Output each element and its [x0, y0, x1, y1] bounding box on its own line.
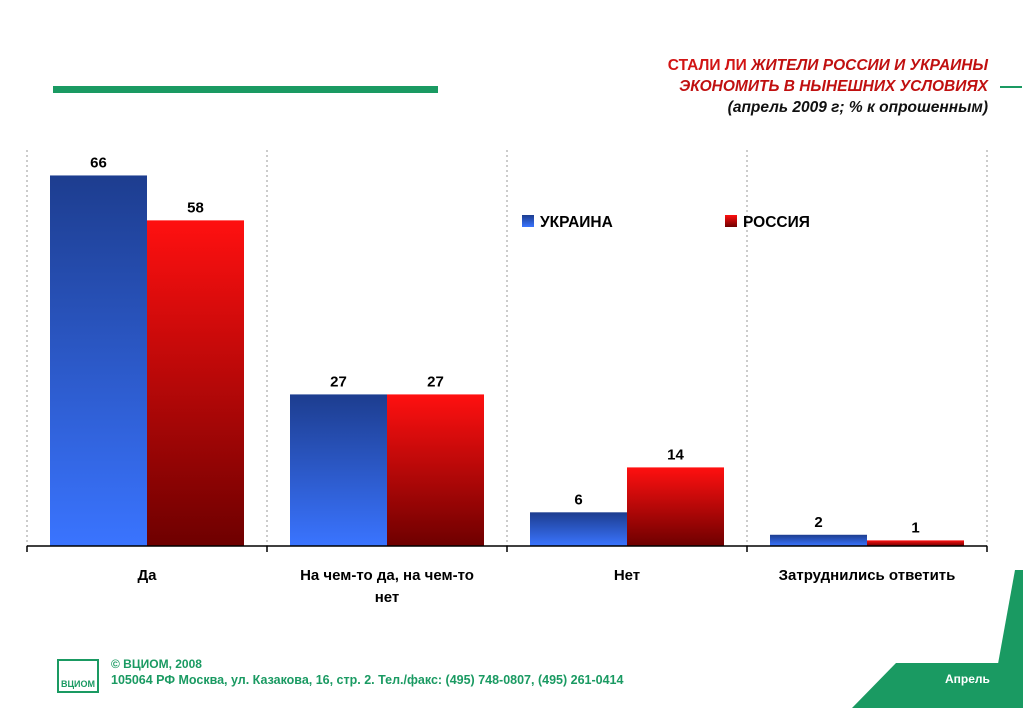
category-label: Да — [137, 567, 157, 584]
category-label: Затруднились ответить — [779, 567, 956, 584]
header-accent-bar — [53, 86, 438, 93]
footer-copyright: © ВЦИОМ, 2008 — [111, 657, 202, 671]
month-label: Апрель — [945, 672, 990, 686]
bar-ukraine — [290, 394, 387, 546]
legend-swatch-ukraine — [522, 215, 534, 227]
logo-text: ВЦИОМ — [60, 679, 96, 689]
corner-green-badge — [852, 663, 1010, 708]
bar-russia — [147, 220, 244, 546]
data-label: 2 — [814, 514, 822, 531]
title-line-1: СТАЛИ ЛИ ЖИТЕЛИ РОССИИ И УКРАИНЫ — [668, 55, 988, 76]
data-label: 6 — [574, 491, 582, 508]
chart-title: СТАЛИ ЛИ ЖИТЕЛИ РОССИИ И УКРАИНЫ ЭКОНОМИ… — [668, 55, 988, 118]
bar-ukraine — [50, 175, 147, 546]
bar-ukraine — [770, 534, 867, 546]
data-label: 27 — [330, 373, 347, 390]
footer-address: 105064 РФ Москва, ул. Казакова, 16, стр.… — [111, 673, 624, 687]
bar-russia — [867, 540, 964, 546]
vciom-logo: ВЦИОМ — [57, 659, 99, 693]
bar-chart: 66 58 27 27 6 14 2 1 Да На чем-то да, на чем-то не… — [26, 150, 988, 606]
legend-swatch-russia — [725, 215, 737, 227]
title-line-2: ЭКОНОМИТЬ В НЫНЕШНИХ УСЛОВИЯХ — [679, 78, 988, 95]
legend-label: УКРАИНА — [540, 214, 613, 231]
legend-label: РОССИЯ — [743, 214, 810, 231]
bar-russia — [387, 394, 484, 546]
title-rest-part: ЖИТЕЛИ РОССИИ И УКРАИНЫ — [751, 57, 988, 74]
data-label: 58 — [187, 199, 204, 216]
category-label: Нет — [614, 567, 640, 584]
title-red-part: СТАЛИ ЛИ — [667, 57, 747, 74]
category-label: На чем-то да, на чем-то нет — [300, 567, 474, 606]
header-accent-dash — [1000, 86, 1022, 88]
bar-russia — [627, 467, 724, 546]
bar-ukraine — [530, 512, 627, 546]
data-label: 1 — [911, 519, 919, 536]
chart-subtitle: (апрель 2009 г; % к опрошенным) — [727, 99, 988, 116]
data-label: 14 — [667, 446, 684, 463]
data-label: 66 — [90, 154, 107, 171]
data-label: 27 — [427, 373, 444, 390]
